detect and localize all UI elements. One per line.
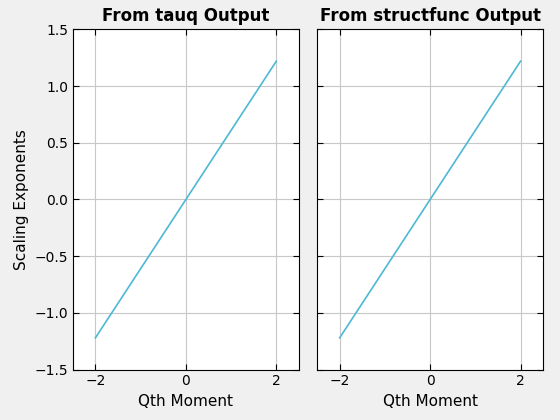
Title: From tauq Output: From tauq Output — [102, 7, 269, 25]
X-axis label: Qth Moment: Qth Moment — [138, 394, 234, 409]
X-axis label: Qth Moment: Qth Moment — [382, 394, 478, 409]
Title: From structfunc Output: From structfunc Output — [320, 7, 540, 25]
Y-axis label: Scaling Exponents: Scaling Exponents — [14, 129, 29, 270]
